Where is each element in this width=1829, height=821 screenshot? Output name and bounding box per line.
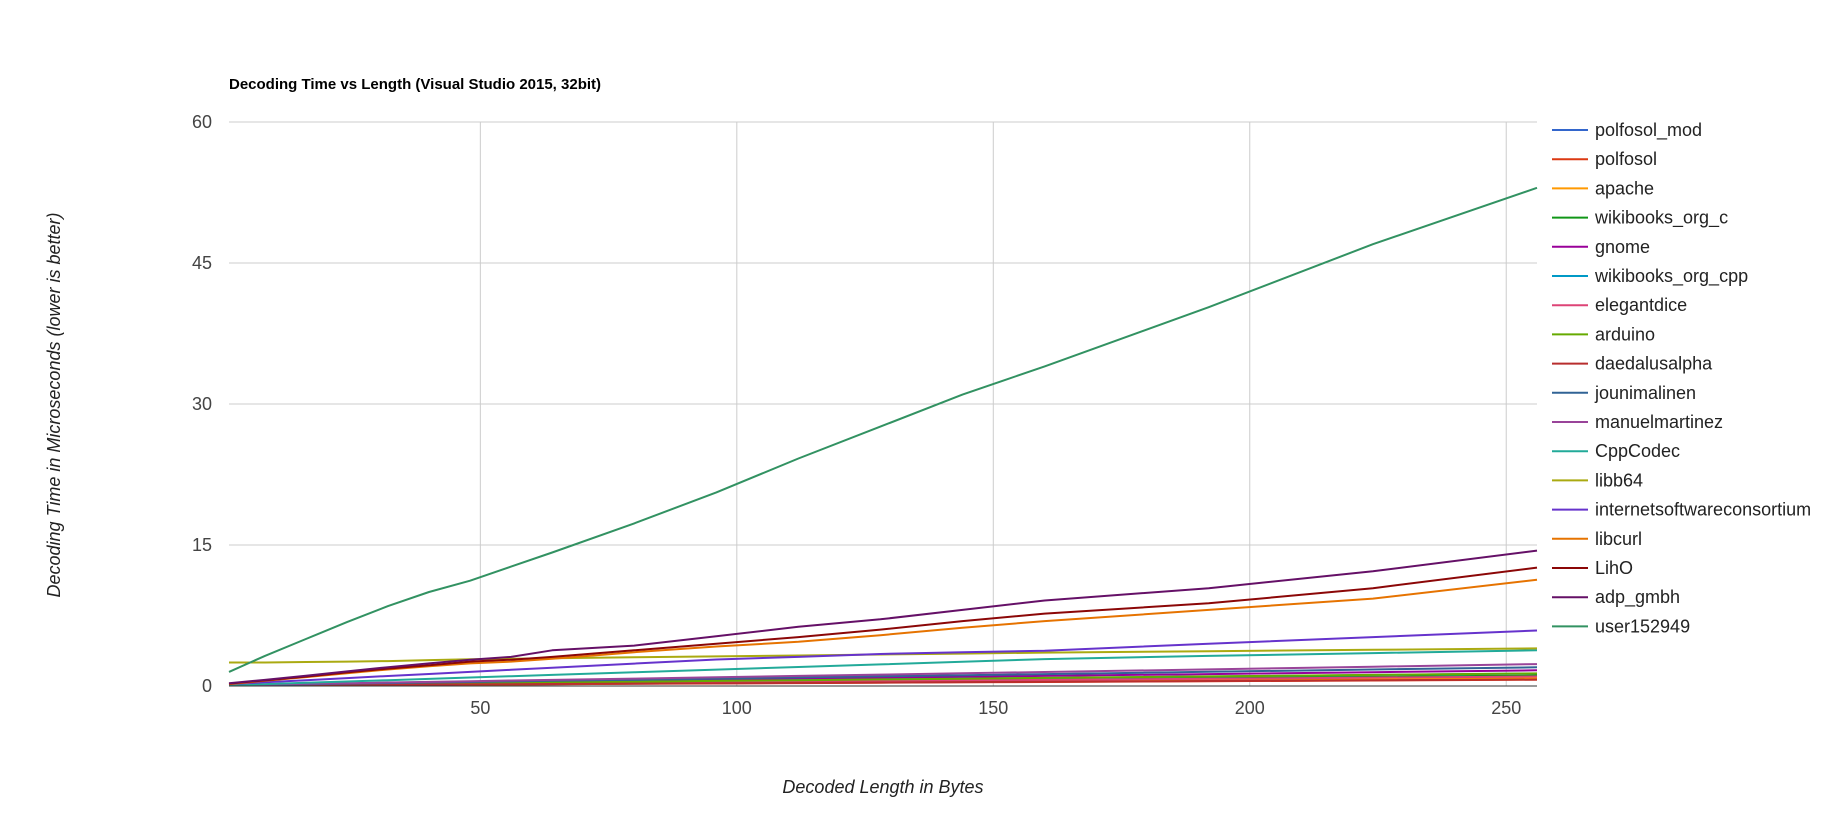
legend-label: polfosol_mod — [1595, 120, 1702, 141]
legend-item[interactable]: daedalusalpha — [1552, 354, 1713, 374]
legend-label: manuelmartinez — [1595, 412, 1723, 432]
legend-item[interactable]: apache — [1552, 178, 1654, 198]
legend: polfosol_mod polfosol apache wikibooks_org_… — [1552, 120, 1811, 636]
gridlines — [229, 121, 1537, 686]
series-line-libb64 — [229, 647, 1538, 664]
x-axis-title: Decoded Length in Bytes — [782, 777, 983, 797]
legend-item[interactable]: polfosol — [1552, 149, 1657, 169]
x-tick-label: 200 — [1235, 698, 1265, 718]
legend-label: polfosol — [1595, 149, 1657, 169]
legend-label: user152949 — [1595, 616, 1690, 636]
y-tick-label: 0 — [202, 676, 212, 696]
legend-item[interactable]: libcurl — [1552, 529, 1642, 549]
legend-item[interactable]: user152949 — [1552, 616, 1690, 636]
legend-item[interactable]: wikibooks_org_c — [1552, 208, 1728, 229]
legend-item[interactable]: polfosol_mod — [1552, 120, 1702, 141]
legend-label: daedalusalpha — [1595, 354, 1713, 374]
legend-label: wikibooks_org_c — [1594, 208, 1728, 229]
legend-label: wikibooks_org_cpp — [1594, 266, 1748, 287]
legend-item[interactable]: wikibooks_org_cpp — [1552, 266, 1748, 287]
legend-item[interactable]: CppCodec — [1552, 441, 1680, 461]
legend-label: apache — [1595, 178, 1654, 198]
series-line-libcurl — [228, 578, 1538, 686]
legend-item[interactable]: libb64 — [1552, 470, 1643, 490]
legend-label: libcurl — [1595, 529, 1642, 549]
legend-item[interactable]: internetsoftwareconsortium — [1552, 500, 1811, 520]
y-tick-label: 45 — [192, 253, 212, 273]
legend-label: CppCodec — [1595, 441, 1680, 461]
legend-item[interactable]: jounimalinen — [1552, 383, 1696, 403]
x-tick-label: 50 — [470, 698, 490, 718]
series-line-manuelmartinez — [228, 663, 1538, 687]
y-tick-label: 60 — [192, 112, 212, 132]
legend-label: internetsoftwareconsortium — [1595, 500, 1811, 520]
legend-item[interactable]: adp_gmbh — [1552, 587, 1680, 608]
axes: 0 15 30 45 60 50 100 150 200 250 — [192, 112, 1537, 718]
series-line-internetsoftwareconsortium — [228, 629, 1538, 686]
series-line-user152949 — [228, 186, 1538, 673]
series-line-adp_gmbh — [228, 549, 1538, 685]
legend-item[interactable]: arduino — [1552, 324, 1655, 344]
chart-title: Decoding Time vs Length (Visual Studio 2… — [229, 76, 601, 93]
legend-label: arduino — [1595, 324, 1655, 344]
legend-label: gnome — [1595, 237, 1650, 257]
y-axis-title: Decoding Time in Microseconds (lower is … — [44, 213, 64, 598]
series-line-CppCodec — [228, 649, 1538, 687]
legend-item[interactable]: manuelmartinez — [1552, 412, 1723, 432]
y-tick-label: 15 — [192, 535, 212, 555]
legend-label: adp_gmbh — [1595, 587, 1680, 608]
series-line-LihO — [228, 566, 1538, 685]
legend-label: elegantdice — [1595, 295, 1687, 315]
legend-item[interactable]: elegantdice — [1552, 295, 1687, 315]
legend-label: libb64 — [1595, 470, 1643, 490]
x-tick-label: 150 — [978, 698, 1008, 718]
x-tick-label: 100 — [722, 698, 752, 718]
legend-item[interactable]: LihO — [1552, 558, 1633, 578]
legend-item[interactable]: gnome — [1552, 237, 1650, 257]
y-tick-label: 30 — [192, 394, 212, 414]
series-lines — [228, 186, 1538, 687]
x-tick-label: 250 — [1491, 698, 1521, 718]
series-line-daedalusalpha — [228, 678, 1538, 687]
legend-label: LihO — [1595, 558, 1633, 578]
legend-label: jounimalinen — [1594, 383, 1696, 403]
